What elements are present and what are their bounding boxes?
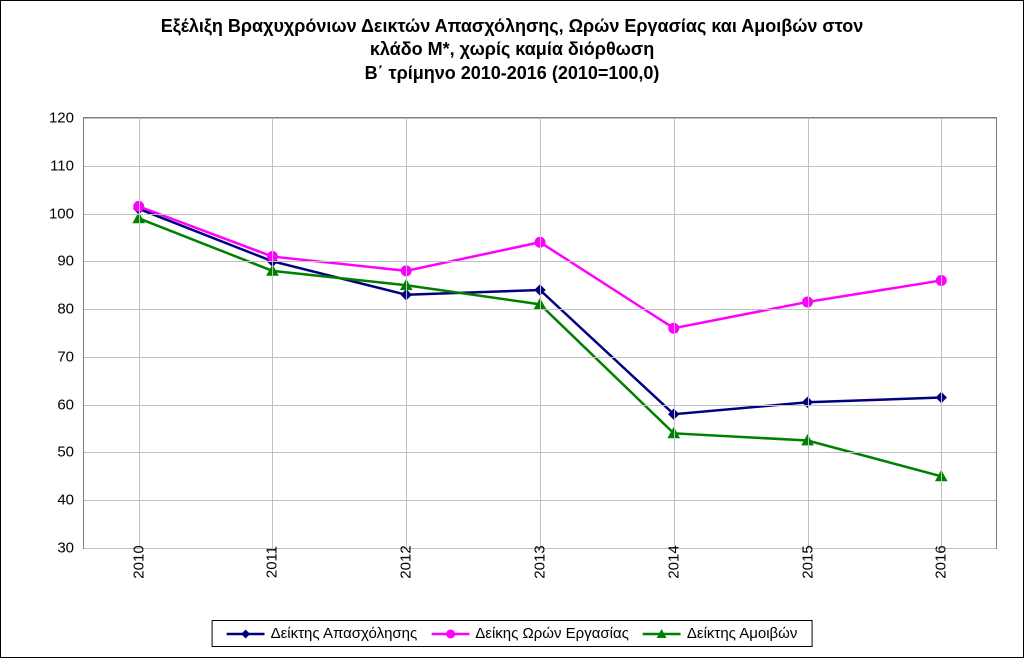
xtick-label: 2015 [799,545,816,578]
legend: Δείκτης Απασχόλησης Δείκης Ωρών Εργασίας Δ… [212,620,813,647]
xtick-label: 2011 [264,546,281,578]
vgridline [406,118,407,548]
xtick-label: 2012 [398,545,415,578]
ytick-label: 30 [34,540,74,557]
legend-swatch [431,627,469,641]
chart-title: Εξέλιξη Βραχυχρόνιων Δεικτών Απασχόλησης… [1,15,1023,85]
xtick-label: 2014 [665,545,682,578]
ytick-label: 80 [34,301,74,318]
legend-label: Δείκτης Απασχόλησης [271,625,418,642]
ytick-label: 60 [34,396,74,413]
vgridline [808,118,809,548]
legend-label: Δείκης Ωρών Εργασίας [475,625,629,642]
legend-swatch [643,627,681,641]
xtick-label: 2010 [130,545,147,578]
ytick-label: 120 [34,110,74,127]
plot-area: 3040506070809010011012020102011201220132… [83,117,997,549]
ytick-label: 50 [34,444,74,461]
vgridline [941,118,942,548]
title-line-1: Εξέλιξη Βραχυχρόνιων Δεικτών Απασχόλησης… [1,15,1023,38]
legend-item: Δείκτης Απασχόλησης [227,625,418,642]
legend-item: Δείκης Ωρών Εργασίας [431,625,629,642]
vgridline [674,118,675,548]
title-line-3: Β΄ τρίμηνο 2010-2016 (2010=100,0) [1,62,1023,85]
vgridline [272,118,273,548]
ytick-label: 40 [34,492,74,509]
legend-label: Δείκτης Αμοιβών [687,625,798,642]
xtick-label: 2016 [933,545,950,578]
title-line-2: κλάδο Μ*, χωρίς καμία διόρθωση [1,38,1023,61]
xtick-label: 2013 [532,545,549,578]
vgridline [139,118,140,548]
legend-swatch [227,627,265,641]
vgridline [540,118,541,548]
ytick-label: 90 [34,253,74,270]
legend-item: Δείκτης Αμοιβών [643,625,798,642]
chart-container: Εξέλιξη Βραχυχρόνιων Δεικτών Απασχόλησης… [0,0,1024,658]
ytick-label: 100 [34,205,74,222]
ytick-label: 110 [34,157,74,174]
ytick-label: 70 [34,348,74,365]
